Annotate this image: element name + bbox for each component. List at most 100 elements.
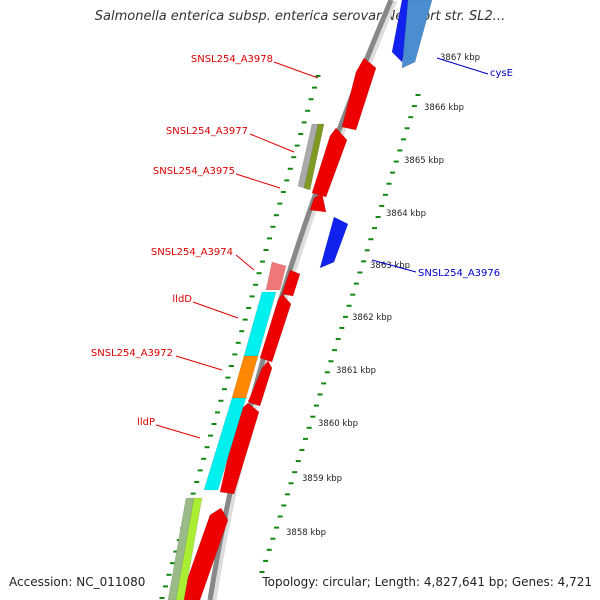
inner-ring-dot bbox=[390, 171, 396, 174]
label-lldD: lldD bbox=[172, 294, 192, 305]
gene-a3976 bbox=[319, 216, 349, 269]
leader-a3978 bbox=[273, 61, 319, 79]
outer-ring-dot bbox=[270, 225, 276, 228]
inner-ring-dot bbox=[321, 382, 327, 385]
tick-label: 3860 kbp bbox=[318, 419, 358, 429]
strip-olive bbox=[303, 123, 325, 191]
outer-dotted-ring bbox=[159, 75, 321, 599]
outer-ring-dot bbox=[280, 191, 286, 193]
inner-ring-dot bbox=[346, 304, 352, 307]
label-cysE: cysE bbox=[490, 68, 513, 79]
outer-ring-dot bbox=[166, 573, 172, 576]
label-lldP: lldP bbox=[137, 417, 155, 428]
inner-ring-dot bbox=[303, 437, 309, 440]
inner-ring-dot bbox=[266, 548, 272, 551]
outer-ring-dot bbox=[194, 481, 200, 483]
label-a3978: SNSL254_A3978 bbox=[191, 54, 273, 65]
outer-ring-dot bbox=[159, 597, 165, 599]
outer-ring-dot bbox=[308, 98, 314, 101]
tick-label: 3862 kbp bbox=[352, 313, 392, 323]
leader-lldP bbox=[155, 424, 201, 439]
gene-a3974 bbox=[281, 269, 301, 297]
outer-ring-dot bbox=[260, 260, 266, 263]
inner-ring-dot bbox=[284, 493, 290, 496]
leader-a3976 bbox=[371, 259, 417, 273]
leader-lldD bbox=[192, 301, 239, 319]
inner-ring-dot bbox=[404, 127, 410, 130]
outer-ring-dot bbox=[190, 492, 196, 495]
tick-label: 3865 kbp bbox=[404, 156, 444, 166]
leader-cysE bbox=[436, 57, 489, 75]
gene-bottom bbox=[179, 507, 229, 600]
inner-ring-dot bbox=[411, 105, 417, 108]
outer-ring-dot bbox=[232, 353, 238, 356]
gene-a3975 bbox=[309, 192, 327, 213]
strip-lime bbox=[175, 497, 203, 600]
outer-ring-dot bbox=[225, 376, 231, 379]
inner-ring-dot bbox=[400, 138, 406, 141]
leader-a3974 bbox=[235, 254, 255, 271]
inner-ring-dot bbox=[415, 94, 421, 96]
inner-ring-dot bbox=[324, 371, 330, 374]
gene-labels: SNSL254_A3978 SNSL254_A3977 SNSL254_A3975 S… bbox=[91, 54, 513, 439]
outer-ring-dot bbox=[173, 550, 179, 553]
outer-ring-dot bbox=[266, 237, 272, 240]
outer-ring-dot bbox=[214, 411, 220, 414]
inner-ring-dot bbox=[317, 393, 323, 396]
outer-ring-dot bbox=[273, 214, 279, 217]
inner-ring-dot bbox=[379, 204, 385, 207]
inner-ring-dot bbox=[368, 238, 374, 241]
inner-ring-dot bbox=[357, 271, 363, 274]
inner-ring-dot bbox=[342, 315, 348, 318]
outer-ring-dot bbox=[204, 446, 210, 449]
inner-ring-dot bbox=[353, 282, 359, 285]
outer-ring-dot bbox=[228, 365, 234, 367]
leader-a3975 bbox=[235, 173, 281, 189]
inner-ring-dot bbox=[281, 504, 287, 507]
gene-a3972 bbox=[247, 360, 273, 407]
inner-ring-dot bbox=[299, 448, 305, 451]
inner-ring-dot bbox=[364, 249, 370, 252]
inner-ring-dot bbox=[310, 415, 316, 418]
outer-ring-dot bbox=[277, 202, 283, 205]
label-a3972: SNSL254_A3972 bbox=[91, 348, 173, 359]
tick-label: 3867 kbp bbox=[440, 53, 480, 63]
accession-text: Accession: NC_011080 bbox=[9, 575, 146, 589]
outer-ring-dot bbox=[312, 86, 318, 89]
outer-ring-dot bbox=[211, 423, 217, 425]
tick-label: 3858 kbp bbox=[286, 528, 326, 538]
outer-ring-dot bbox=[235, 341, 241, 344]
inner-ring-dot bbox=[371, 227, 377, 230]
inner-dotted-ring bbox=[259, 94, 421, 573]
inner-ring-dot bbox=[292, 471, 298, 474]
inner-ring-dot bbox=[350, 293, 356, 296]
topology-text: Topology: circular; Length: 4,827,641 bp… bbox=[262, 575, 592, 589]
outer-ring-dot bbox=[169, 562, 175, 565]
tick-label: 3861 kbp bbox=[336, 366, 376, 376]
inner-ring-dot bbox=[382, 193, 388, 196]
outer-ring-dot bbox=[284, 179, 290, 182]
leader-a3972 bbox=[175, 355, 223, 371]
inner-ring-dot bbox=[393, 160, 399, 163]
inner-ring-dot bbox=[375, 216, 381, 219]
inner-ring-dot bbox=[361, 260, 367, 263]
inner-ring-dot bbox=[386, 182, 392, 185]
outer-ring-dot bbox=[162, 585, 168, 588]
inner-ring-dot bbox=[332, 349, 338, 352]
inner-ring-dot bbox=[263, 559, 269, 562]
outer-ring-dot bbox=[249, 295, 255, 298]
inner-ring-dot bbox=[328, 360, 334, 363]
outer-ring-dot bbox=[256, 272, 262, 275]
outer-ring-dot bbox=[218, 399, 224, 402]
outer-ring-dot bbox=[246, 307, 252, 309]
label-a3977: SNSL254_A3977 bbox=[166, 126, 248, 137]
outer-ring-dot bbox=[201, 457, 207, 460]
gene-top-right bbox=[401, 0, 433, 69]
outer-ring-dot bbox=[294, 144, 300, 147]
outer-ring-dot bbox=[197, 469, 203, 472]
inner-ring-dot bbox=[339, 326, 345, 329]
strip-pink bbox=[265, 261, 287, 291]
inner-ring-dot bbox=[274, 526, 280, 529]
inner-ring-dot bbox=[277, 515, 283, 518]
